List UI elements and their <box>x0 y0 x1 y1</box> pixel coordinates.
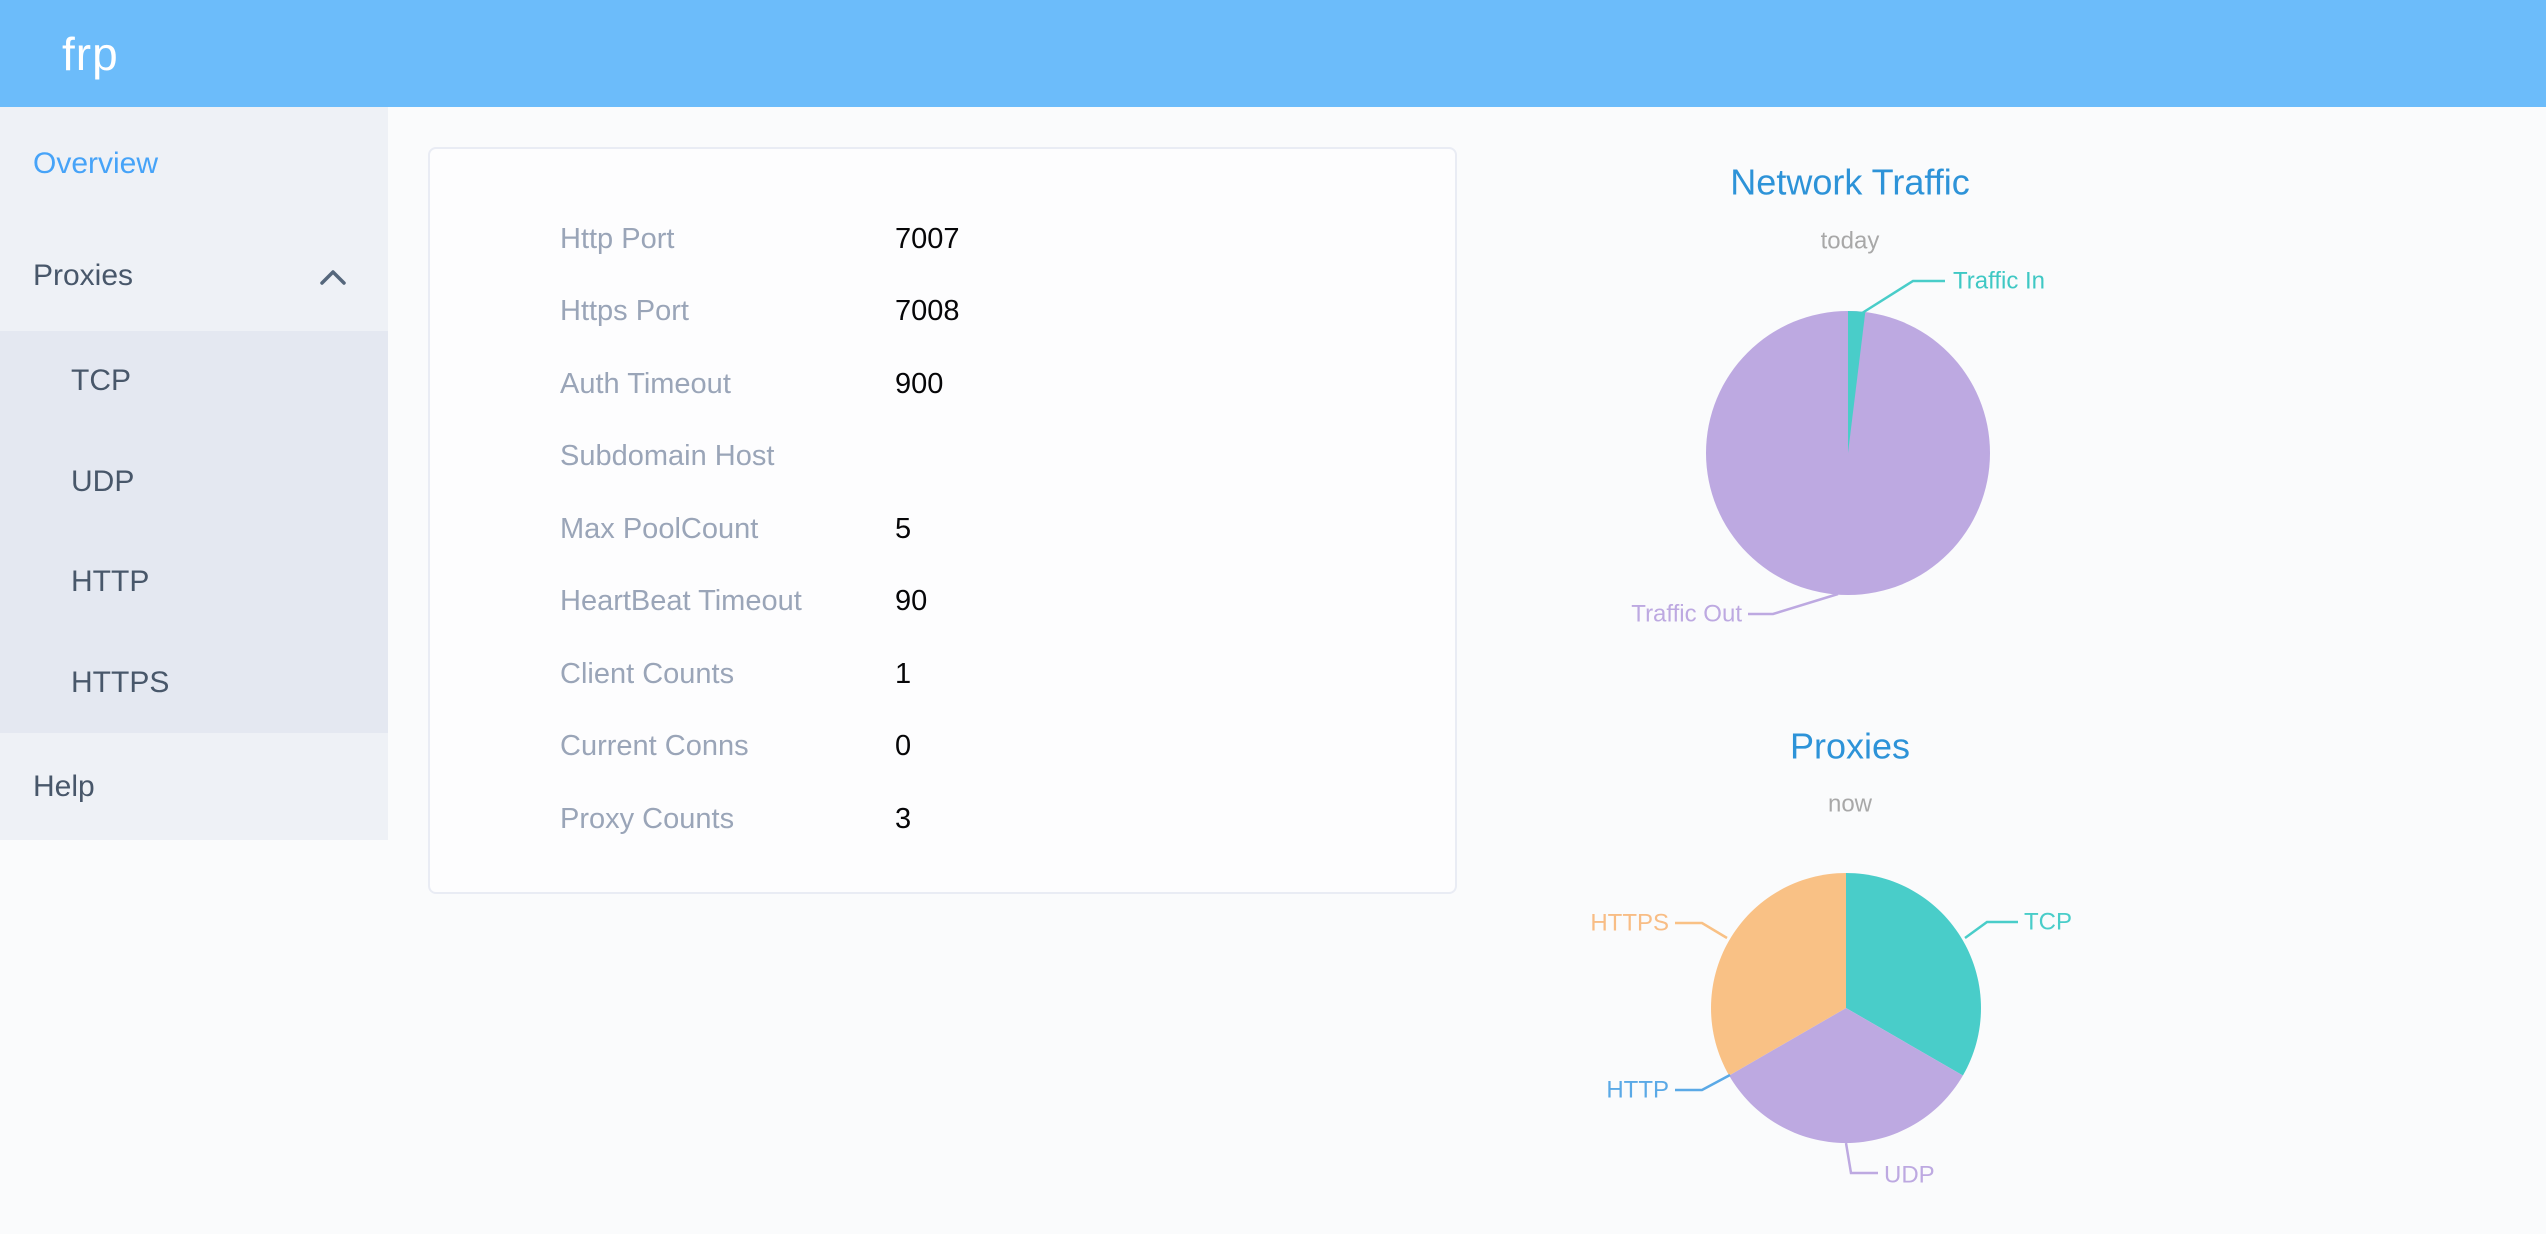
info-label: Http Port <box>560 222 675 255</box>
traffic-out-labelline <box>1748 592 1839 616</box>
http-label: HTTP <box>1606 1077 1669 1104</box>
traffic-out-slice <box>1706 311 1990 595</box>
udp-labelline <box>1844 1142 1878 1175</box>
info-label: Current Conns <box>560 730 749 763</box>
traffic-in-labelline <box>1858 279 1945 317</box>
sidebar-item-help-label: Help <box>33 769 95 803</box>
info-label: Auth Timeout <box>560 367 731 400</box>
app-header: frp <box>0 0 2546 107</box>
sidebar-item-http-label: HTTP <box>71 565 150 599</box>
info-value: 900 <box>895 367 944 400</box>
tcp-labelline <box>1964 920 2018 940</box>
https-slice <box>1711 873 1846 1076</box>
tcp-slice <box>1846 873 1981 1076</box>
sidebar-item-https[interactable]: HTTPS <box>0 633 388 734</box>
info-label: Max PoolCount <box>560 512 759 545</box>
info-row-subdomain-host: Subdomain Host <box>430 421 1455 494</box>
network-traffic-title: Network Traffic <box>1730 162 1969 203</box>
info-row-max-poolcount: Max PoolCount 5 <box>430 493 1455 566</box>
info-label: Subdomain Host <box>560 440 775 473</box>
network-traffic-subtitle: today <box>1821 228 1880 255</box>
sidebar-item-overview-label: Overview <box>33 146 159 180</box>
sidebar-nav: Overview Proxies TCP UDP HTTP HTTPS <box>0 107 388 840</box>
info-row-https-port: Https Port 7008 <box>430 276 1455 349</box>
info-value: 5 <box>895 512 912 545</box>
traffic-in-label: Traffic In <box>1953 268 2045 295</box>
traffic-out-label: Traffic Out <box>1631 601 1742 628</box>
info-row-auth-timeout: Auth Timeout 900 <box>430 348 1455 421</box>
sidebar-item-tcp-label: TCP <box>71 364 131 398</box>
server-info-card: Http Port 7007 Https Port 7008 Auth Time… <box>428 147 1457 894</box>
proxies-subtitle: now <box>1828 791 1873 818</box>
chevron-up-icon <box>320 259 346 293</box>
info-value: 3 <box>895 802 912 835</box>
info-value: 0 <box>895 730 912 763</box>
proxies-submenu: TCP UDP HTTP HTTPS <box>0 331 388 733</box>
traffic-in-slice <box>1848 311 1866 453</box>
info-label: Proxy Counts <box>560 802 735 835</box>
sidebar-item-proxies[interactable]: Proxies <box>0 220 388 331</box>
sidebar-item-udp[interactable]: UDP <box>0 432 388 533</box>
sidebar-item-tcp[interactable]: TCP <box>0 331 388 432</box>
info-label: Https Port <box>560 295 689 328</box>
proxies-title: Proxies <box>1790 726 1910 767</box>
sidebar-item-https-label: HTTPS <box>71 665 170 699</box>
https-label: HTTPS <box>1590 910 1669 937</box>
udp-slice <box>1729 1008 1963 1143</box>
info-row-heartbeat-timeout: HeartBeat Timeout 90 <box>430 566 1455 639</box>
info-value: 1 <box>895 657 912 690</box>
tcp-label: TCP <box>2024 909 2072 936</box>
info-row-client-counts: Client Counts 1 <box>430 638 1455 711</box>
info-value: 7007 <box>895 222 960 255</box>
info-row-http-port: Http Port 7007 <box>430 203 1455 276</box>
http-labelline <box>1675 1073 1731 1092</box>
info-row-proxy-counts: Proxy Counts 3 <box>430 783 1455 856</box>
sidebar-item-proxies-label: Proxies <box>33 258 134 292</box>
info-label: HeartBeat Timeout <box>560 585 802 618</box>
info-row-current-conns: Current Conns 0 <box>430 711 1455 784</box>
info-value: 7008 <box>895 295 960 328</box>
sidebar-item-help[interactable]: Help <box>0 733 388 840</box>
sidebar-item-udp-label: UDP <box>71 464 135 498</box>
udp-label: UDP <box>1884 1162 1935 1189</box>
info-label: Client Counts <box>560 657 735 690</box>
app-logo: frp <box>62 27 119 80</box>
sidebar-item-overview[interactable]: Overview <box>0 107 388 220</box>
sidebar-item-http[interactable]: HTTP <box>0 532 388 633</box>
info-value: 90 <box>895 585 928 618</box>
https-labelline <box>1675 921 1728 940</box>
